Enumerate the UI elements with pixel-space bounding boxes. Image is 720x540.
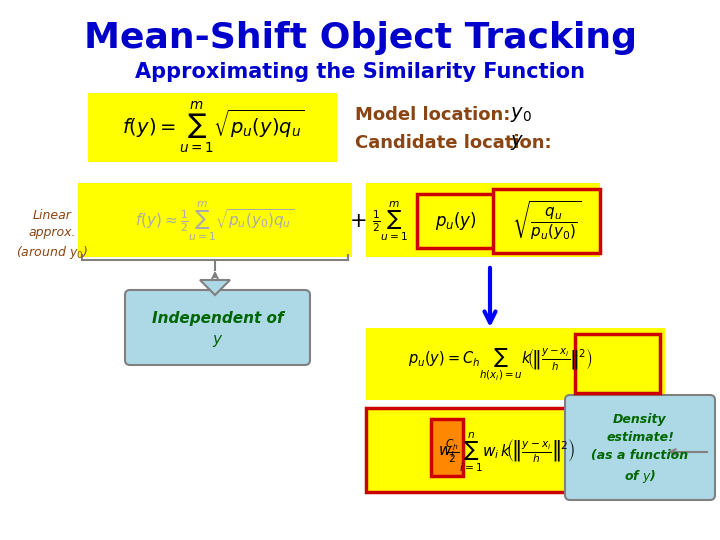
Text: Model location:: Model location: xyxy=(355,106,510,124)
Text: Linear
approx.
(around $y_0$): Linear approx. (around $y_0$) xyxy=(16,209,88,261)
FancyBboxPatch shape xyxy=(431,419,463,476)
Text: $p_u(y)$: $p_u(y)$ xyxy=(435,210,477,232)
Text: Candidate location:: Candidate location: xyxy=(355,134,552,152)
Text: $\sqrt{\dfrac{q_u}{p_u(y_0)}}$: $\sqrt{\dfrac{q_u}{p_u(y_0)}}$ xyxy=(513,200,582,242)
Text: $p_u(y)=C_h\sum_{h(x_i)=u}k\!\left(\!\left\|\frac{y-x_i}{h}\right\|^{\!2}\right): $p_u(y)=C_h\sum_{h(x_i)=u}k\!\left(\!\le… xyxy=(408,347,592,383)
Text: $w_i$: $w_i$ xyxy=(438,444,456,460)
Text: Mean-Shift Object Tracking: Mean-Shift Object Tracking xyxy=(84,21,636,55)
Text: Density
estimate!
(as a function
of $y$): Density estimate! (as a function of $y$) xyxy=(591,413,688,485)
Text: $\frac{C_h}{2}\sum_{i=1}^{n}w_i\,k\!\left(\!\left\|\frac{y-x_i}{h}\right\|^{\!2}: $\frac{C_h}{2}\sum_{i=1}^{n}w_i\,k\!\lef… xyxy=(445,430,575,474)
FancyBboxPatch shape xyxy=(88,93,337,162)
FancyBboxPatch shape xyxy=(366,183,600,257)
Text: $y_0$: $y_0$ xyxy=(510,105,532,125)
Polygon shape xyxy=(200,280,230,295)
FancyBboxPatch shape xyxy=(78,183,352,257)
FancyBboxPatch shape xyxy=(565,395,715,500)
Text: $f(y)\approx\frac{1}{2}\sum_{u=1}^{m}\sqrt{p_u(y_0)q_u}$: $f(y)\approx\frac{1}{2}\sum_{u=1}^{m}\sq… xyxy=(135,199,294,242)
FancyBboxPatch shape xyxy=(417,194,494,248)
FancyBboxPatch shape xyxy=(366,408,665,492)
Text: Approximating the Similarity Function: Approximating the Similarity Function xyxy=(135,62,585,82)
FancyBboxPatch shape xyxy=(575,334,660,393)
FancyBboxPatch shape xyxy=(366,328,665,400)
Text: $y$: $y$ xyxy=(510,133,524,152)
FancyBboxPatch shape xyxy=(493,189,600,253)
Text: $f(y)=\sum_{u=1}^{m}\sqrt{p_u(y)q_u}$: $f(y)=\sum_{u=1}^{m}\sqrt{p_u(y)q_u}$ xyxy=(122,101,305,155)
Text: $+$: $+$ xyxy=(349,211,366,231)
Text: $\frac{1}{2}\sum_{u=1}^{m}$: $\frac{1}{2}\sum_{u=1}^{m}$ xyxy=(372,199,408,242)
FancyBboxPatch shape xyxy=(125,290,310,365)
Text: Independent of
$y$: Independent of $y$ xyxy=(152,311,284,349)
